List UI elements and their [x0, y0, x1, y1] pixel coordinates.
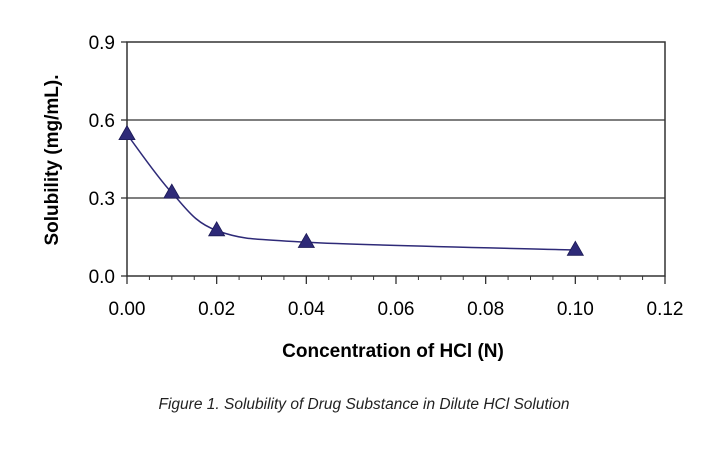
- series-line: [126, 133, 576, 251]
- data-series: [118, 124, 585, 256]
- gridlines: [127, 119, 665, 199]
- y-tick-label: 0.6: [89, 111, 115, 132]
- tick-labels: 0.0 0.3 0.6 0.9 0.00 0.02 0.04 0.06 0.08 0.10 0.12: [89, 33, 684, 320]
- data-point-marker: [207, 221, 226, 237]
- plot-area-frame: [126, 41, 666, 277]
- chart: 0.0 0.3 0.6 0.9 0.00 0.02 0.04 0.06 0.08 0.10 0.12…: [42, 33, 684, 362]
- x-tick-label: 0.06: [378, 299, 415, 320]
- y-tick-label: 0.3: [89, 189, 115, 210]
- axis-ticks: [121, 41, 666, 284]
- data-point-marker: [163, 183, 181, 199]
- data-point-marker: [566, 240, 585, 256]
- x-axis-title: Concentration of HCl (N): [282, 341, 504, 362]
- x-tick-label: 0.02: [198, 299, 235, 320]
- x-tick-label: 0.10: [557, 299, 594, 320]
- x-tick-label: 0.00: [109, 299, 146, 320]
- y-axis-title: Solubility (mg/mL).: [42, 75, 63, 246]
- data-point-marker: [118, 124, 136, 141]
- data-point-marker: [297, 232, 316, 248]
- x-tick-label: 0.04: [288, 299, 325, 320]
- figure-caption: Figure 1. Solubility of Drug Substance i…: [158, 396, 570, 413]
- x-tick-label: 0.08: [467, 299, 504, 320]
- y-tick-label: 0.9: [89, 33, 115, 54]
- x-tick-label: 0.12: [647, 299, 684, 320]
- y-tick-label: 0.0: [89, 267, 115, 288]
